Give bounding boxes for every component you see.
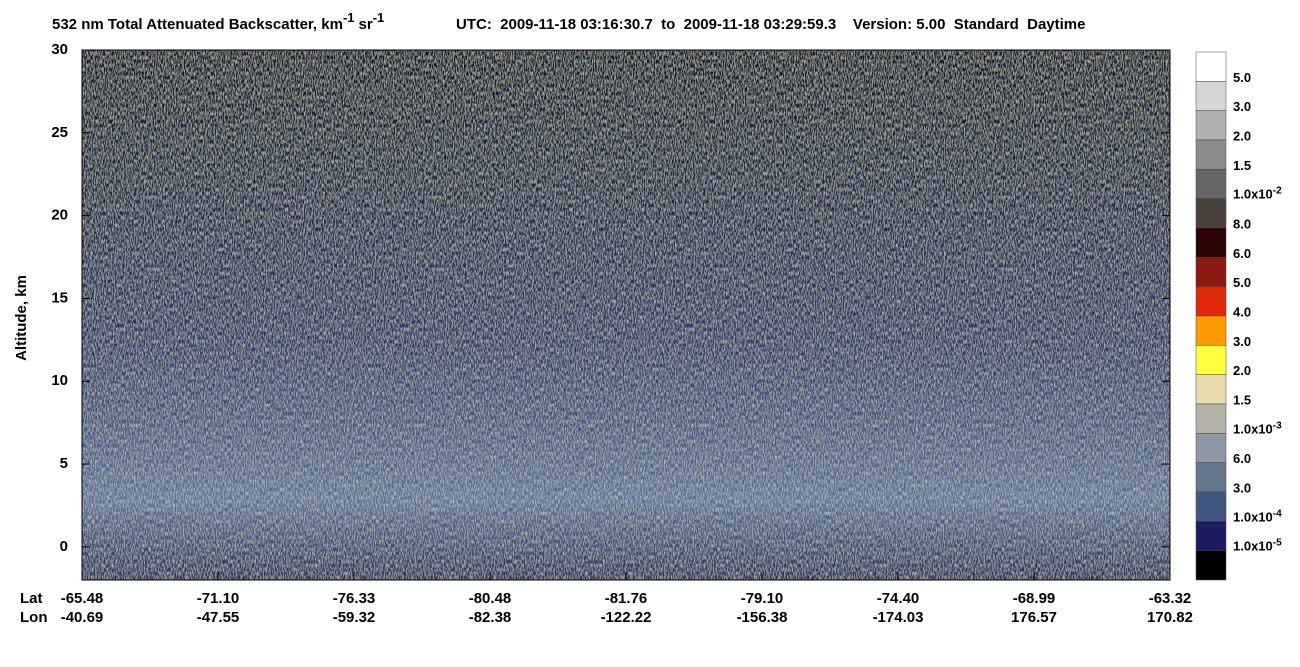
chart-title: 532 nm Total Attenuated Backscatter, km-… bbox=[52, 10, 384, 33]
colorbar-label-base: 1.0x10 bbox=[1233, 187, 1273, 202]
lat-label: -80.48 bbox=[469, 590, 512, 607]
chart-subtitle: UTC: 2009-11-18 03:16:30.7 to 2009-11-18… bbox=[456, 16, 1086, 33]
colorbar-swatch bbox=[1195, 403, 1227, 434]
colorbar-swatch bbox=[1195, 462, 1227, 493]
lon-label: -174.03 bbox=[873, 609, 924, 626]
colorbar-swatch bbox=[1195, 169, 1227, 199]
colorbar-swatch bbox=[1195, 198, 1227, 229]
x-row-label: Lon bbox=[20, 609, 48, 626]
colorbar-label: 1.0x10-3 bbox=[1233, 420, 1282, 437]
colorbar-label-base: 1.0x10 bbox=[1233, 539, 1273, 554]
backscatter-image bbox=[82, 50, 1170, 580]
colorbar-label: 2.0 bbox=[1233, 128, 1251, 143]
colorbar-label: 1.0x10-5 bbox=[1233, 537, 1282, 554]
colorbar-label-exp: -5 bbox=[1273, 537, 1282, 548]
lon-label: -122.22 bbox=[601, 609, 652, 626]
colorbar-label: 2.0 bbox=[1233, 363, 1251, 378]
colorbar-label: 5.0 bbox=[1233, 275, 1251, 290]
colorbar-label: 5.0 bbox=[1233, 70, 1251, 85]
colorbar-label-exp: -2 bbox=[1273, 185, 1282, 196]
colorbar-label: 1.5 bbox=[1233, 158, 1251, 173]
colorbar-swatch bbox=[1195, 227, 1227, 258]
colorbar-label: 1.0x10-4 bbox=[1233, 508, 1282, 525]
lon-label: -40.69 bbox=[61, 609, 104, 626]
colorbar-label-base: 1.0x10 bbox=[1233, 422, 1273, 437]
y-tick-label: 10 bbox=[51, 372, 68, 389]
lon-label: -47.55 bbox=[197, 609, 240, 626]
colorbar-label: 3.0 bbox=[1233, 480, 1251, 495]
colorbar-label-exp: -3 bbox=[1273, 420, 1282, 431]
colorbar-swatch bbox=[1195, 491, 1227, 522]
lon-label: -156.38 bbox=[737, 609, 788, 626]
colorbar-label: 6.0 bbox=[1233, 451, 1251, 466]
lat-label: -68.99 bbox=[1013, 590, 1056, 607]
colorbar-swatch bbox=[1195, 286, 1227, 317]
lat-label: -71.10 bbox=[197, 590, 240, 607]
lat-label: -81.76 bbox=[605, 590, 648, 607]
colorbar-label: 8.0 bbox=[1233, 216, 1251, 231]
y-tick-label: 20 bbox=[51, 207, 68, 224]
colorbar-swatch bbox=[1195, 433, 1227, 463]
colorbar-swatch bbox=[1195, 521, 1227, 551]
lon-label: -82.38 bbox=[469, 609, 512, 626]
x-row-label: Lat bbox=[20, 590, 43, 607]
y-axis-label: Altitude, km bbox=[13, 275, 30, 361]
colorbar-label: 1.5 bbox=[1233, 392, 1251, 407]
colorbar-label: 3.0 bbox=[1233, 334, 1251, 349]
y-tick-label: 25 bbox=[51, 124, 68, 141]
lon-label: 176.57 bbox=[1011, 609, 1057, 626]
lat-label: -63.32 bbox=[1149, 590, 1192, 607]
colorbar-swatch bbox=[1195, 257, 1227, 287]
lat-label: -76.33 bbox=[333, 590, 376, 607]
colorbar-label: 4.0 bbox=[1233, 304, 1251, 319]
colorbar-swatch bbox=[1195, 374, 1227, 405]
colorbar-swatch bbox=[1195, 81, 1227, 111]
y-tick-label: 15 bbox=[51, 289, 68, 306]
lon-label: 170.82 bbox=[1147, 609, 1193, 626]
y-tick-label: 0 bbox=[60, 538, 68, 555]
colorbar-label: 3.0 bbox=[1233, 99, 1251, 114]
colorbar-swatch bbox=[1195, 51, 1227, 82]
y-tick-label: 5 bbox=[60, 455, 68, 472]
colorbar-swatch bbox=[1195, 315, 1227, 346]
colorbar-swatch bbox=[1195, 550, 1227, 581]
lat-label: -74.40 bbox=[877, 590, 920, 607]
colorbar-label-exp: -4 bbox=[1273, 508, 1282, 519]
colorbar-swatch bbox=[1195, 110, 1227, 141]
y-tick-label: 30 bbox=[51, 41, 68, 58]
lon-label: -59.32 bbox=[333, 609, 376, 626]
colorbar-swatch bbox=[1195, 345, 1227, 375]
colorbar-label: 1.0x10-2 bbox=[1233, 185, 1282, 202]
colorbar-swatch bbox=[1195, 139, 1227, 170]
colorbar-label-base: 1.0x10 bbox=[1233, 510, 1273, 525]
lat-label: -79.10 bbox=[741, 590, 784, 607]
colorbar-label: 6.0 bbox=[1233, 246, 1251, 261]
lat-label: -65.48 bbox=[61, 590, 104, 607]
